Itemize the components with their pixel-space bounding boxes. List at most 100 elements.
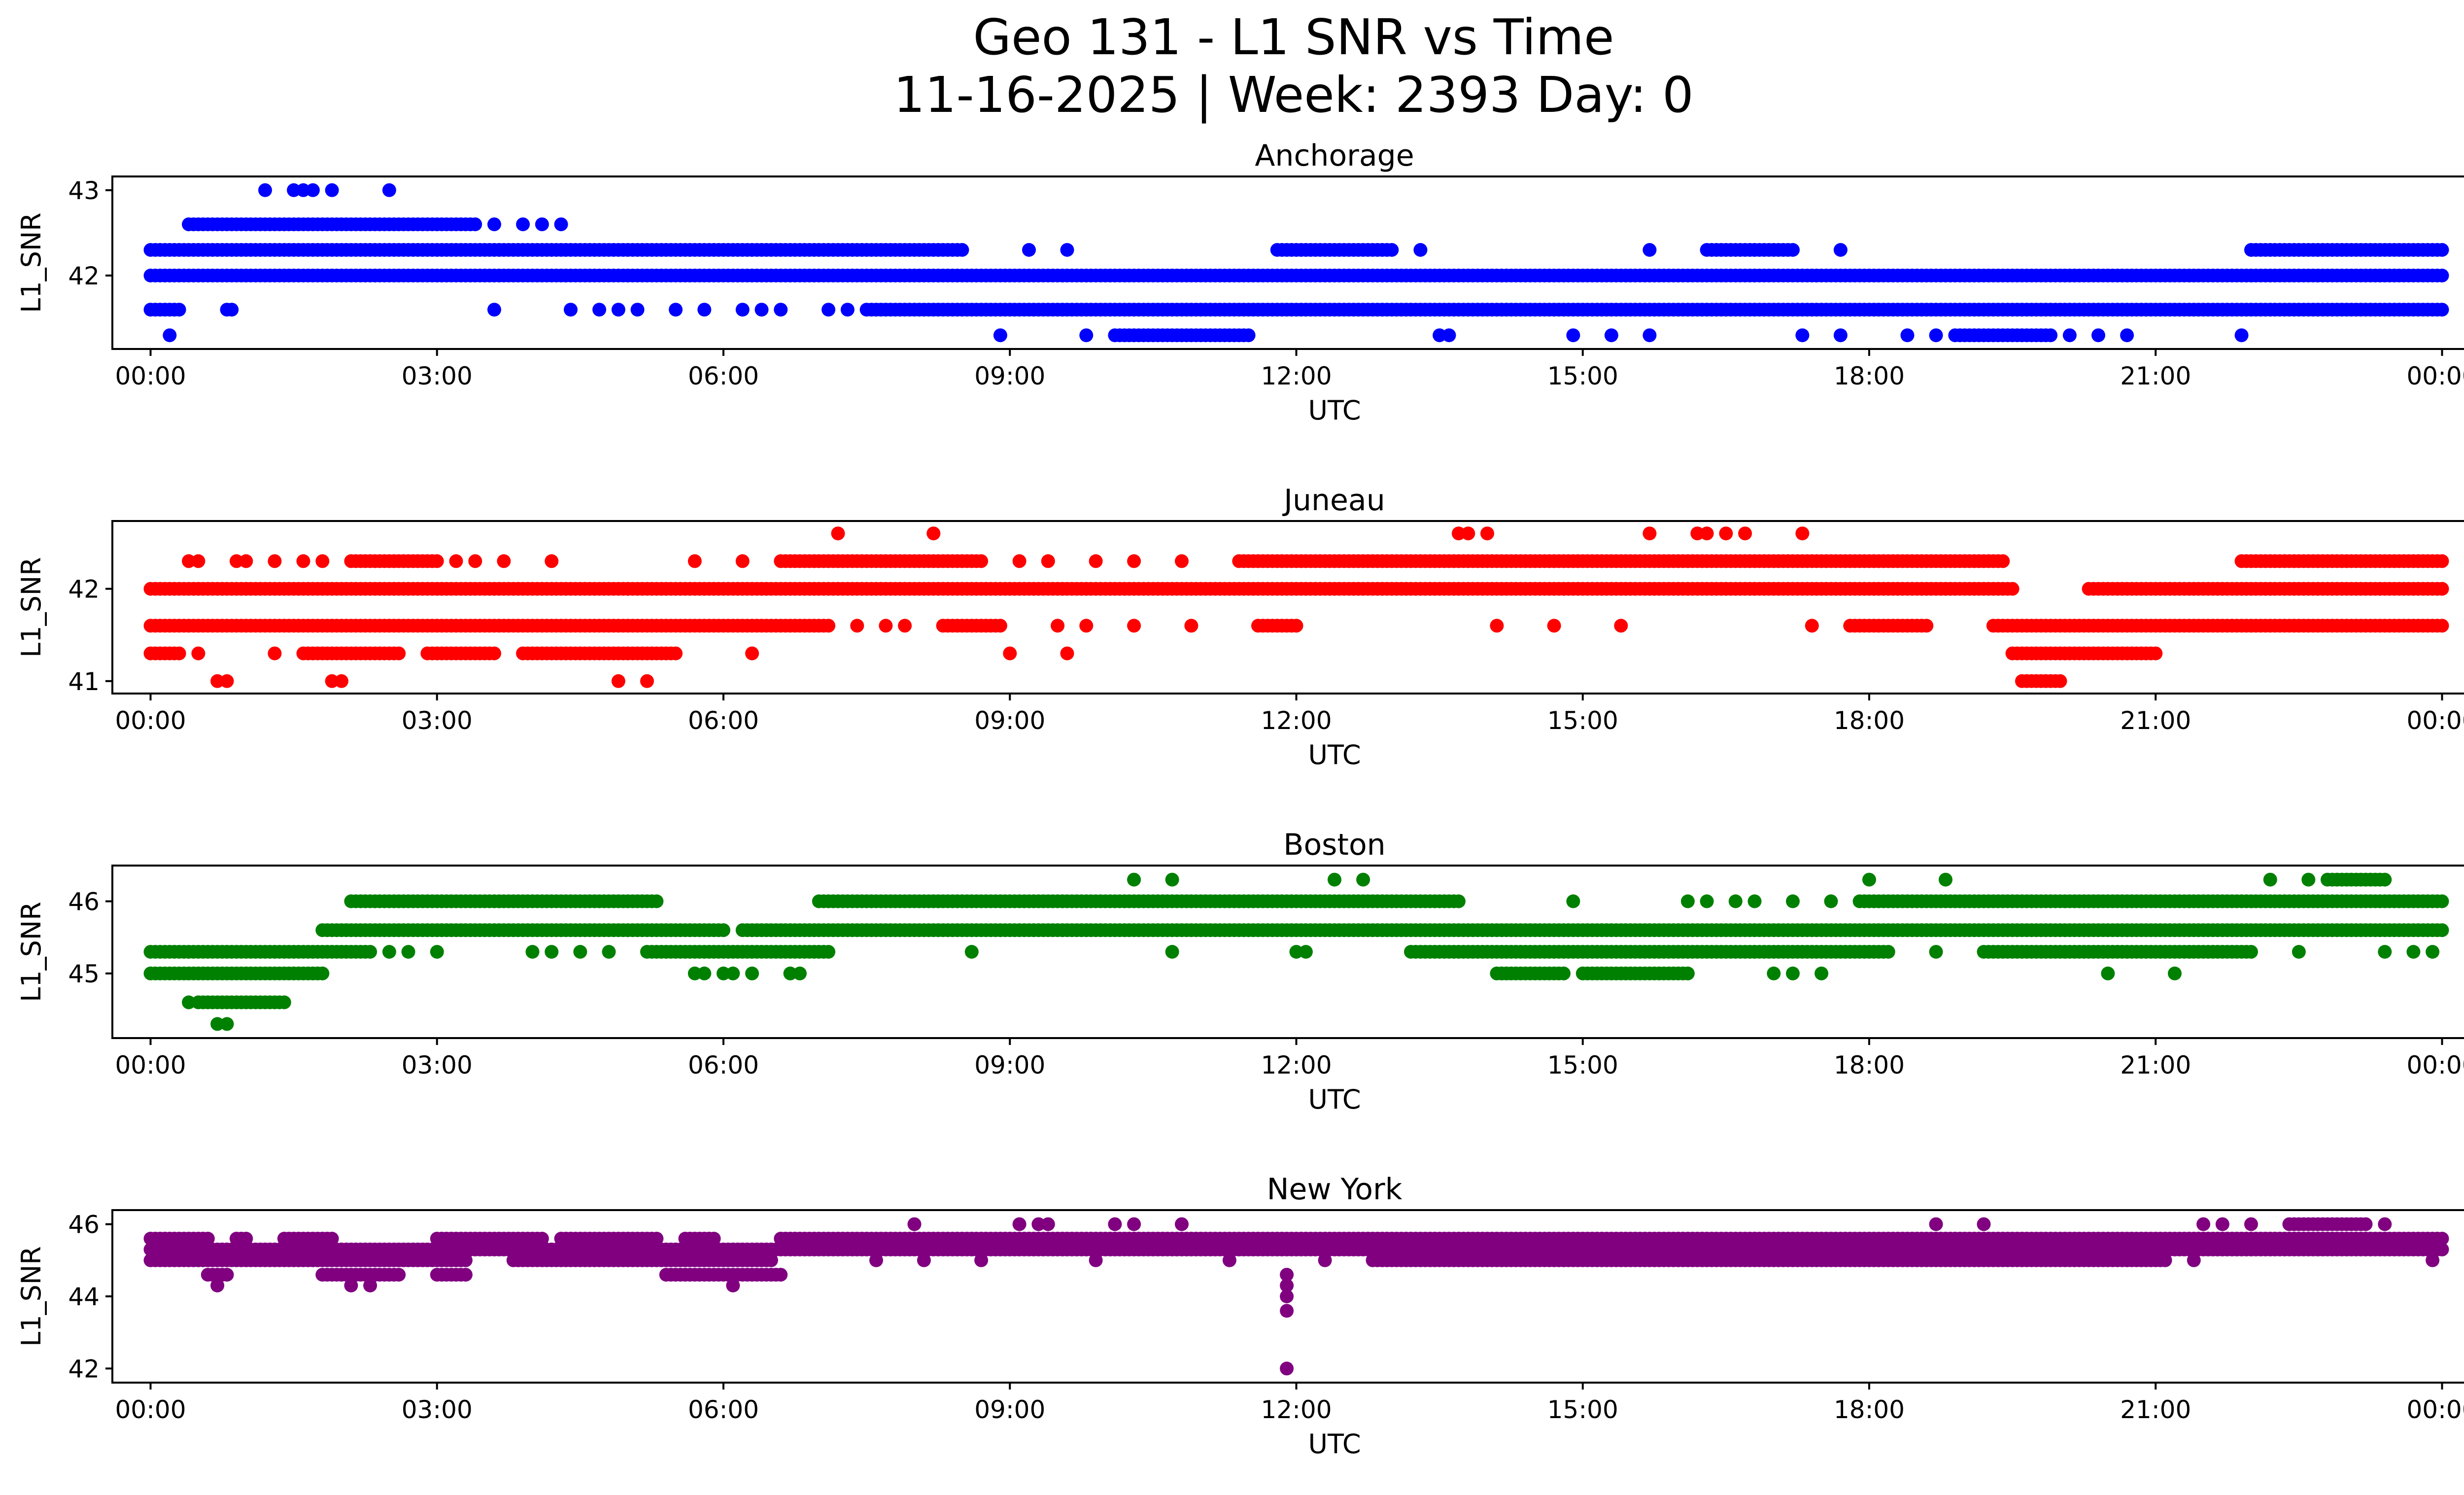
data-point <box>630 303 645 317</box>
data-point <box>1127 554 1141 568</box>
data-point <box>2244 945 2258 959</box>
data-point <box>296 183 310 197</box>
x-tick-label: 21:00 <box>2120 1051 2191 1079</box>
data-point <box>687 554 702 568</box>
data-point <box>2244 1217 2258 1231</box>
data-point <box>840 303 855 317</box>
data-point <box>430 945 444 959</box>
data-point <box>1490 619 1504 633</box>
x-tick-label: 09:00 <box>974 1395 1045 1424</box>
panel-title: New York <box>1267 1172 1403 1207</box>
panel-title: Boston <box>1283 828 1385 862</box>
data-point <box>2378 1217 2392 1231</box>
data-point <box>296 554 310 568</box>
data-point <box>1643 328 1657 343</box>
data-point <box>1280 1279 1294 1292</box>
x-tick-label: 09:00 <box>974 706 1045 735</box>
data-point <box>516 217 530 232</box>
data-point <box>239 1231 253 1246</box>
data-point <box>1241 328 1256 343</box>
data-point <box>1805 619 1819 633</box>
data-point <box>1929 328 1943 343</box>
data-point <box>745 966 759 980</box>
data-point <box>2091 328 2105 343</box>
scatter-series <box>143 526 2449 688</box>
data-point <box>602 945 616 959</box>
scatter-series <box>143 183 2449 343</box>
data-point <box>2044 328 2058 343</box>
data-point <box>1795 526 1810 541</box>
data-point <box>220 1017 234 1031</box>
x-tick-label: 18:00 <box>1834 362 1905 390</box>
data-point <box>2435 619 2449 633</box>
data-point <box>1184 619 1198 633</box>
x-tick-label: 06:00 <box>688 706 759 735</box>
data-point <box>220 1268 234 1282</box>
data-point <box>1060 243 1074 257</box>
data-point <box>1280 1268 1294 1282</box>
data-point <box>1280 1361 1294 1376</box>
data-point <box>1413 243 1428 257</box>
x-tick-label: 18:00 <box>1834 1395 1905 1424</box>
y-tick-label: 45 <box>68 960 100 988</box>
data-point <box>2435 243 2449 257</box>
data-point <box>2149 646 2163 661</box>
data-point <box>468 217 482 232</box>
data-point <box>1700 526 1714 541</box>
axes-frame <box>111 175 2464 350</box>
x-tick-label: 15:00 <box>1547 362 1618 390</box>
x-tick-label: 00:00 <box>115 1051 186 1079</box>
x-tick-label: 06:00 <box>688 1395 759 1424</box>
data-point <box>1127 872 1141 887</box>
data-point <box>1060 646 1074 661</box>
data-point <box>774 1268 788 1282</box>
y-tick-label: 42 <box>68 1355 100 1383</box>
data-point <box>1862 872 1876 887</box>
data-point <box>182 554 196 568</box>
scatter-series <box>143 872 2449 1031</box>
data-point <box>2426 1253 2440 1267</box>
data-point <box>315 554 330 568</box>
data-point <box>1566 328 1580 343</box>
x-tick-label: 00:00 <box>2406 706 2464 735</box>
data-point <box>1719 526 1733 541</box>
data-point <box>1786 894 1800 908</box>
data-point <box>1557 966 1571 980</box>
y-tick-label: 46 <box>68 888 100 916</box>
data-point <box>1939 872 1952 887</box>
data-point <box>1919 619 1934 633</box>
figure-title-line-1: Geo 131 - L1 SNR vs Time <box>973 8 1614 66</box>
figure-title-line-2: 11-16-2025 | Week: 2393 Day: 0 <box>893 66 1693 124</box>
data-point <box>717 923 730 938</box>
data-point <box>1451 894 1466 908</box>
data-point <box>1900 328 1915 343</box>
data-point <box>1929 945 1943 959</box>
data-point <box>2292 945 2306 959</box>
scatter-series <box>143 1217 2449 1376</box>
panel-title: Juneau <box>1282 483 1385 518</box>
data-point <box>2435 269 2449 282</box>
data-point <box>2378 945 2392 959</box>
data-point <box>210 1279 225 1292</box>
data-point <box>717 966 730 980</box>
data-point <box>2168 966 2182 980</box>
y-tick-label: 44 <box>68 1283 100 1311</box>
data-point <box>2435 894 2449 908</box>
x-tick-label: 06:00 <box>688 362 759 390</box>
x-tick-label: 18:00 <box>1834 1051 1905 1079</box>
data-point <box>592 303 607 317</box>
data-point <box>191 554 205 568</box>
data-point <box>258 183 272 197</box>
data-point <box>182 995 196 1009</box>
data-point <box>2263 872 2277 887</box>
data-point <box>1079 619 1094 633</box>
data-point <box>2101 966 2115 980</box>
data-point <box>2062 328 2077 343</box>
data-point <box>1929 1217 1943 1231</box>
y-tick-label: 41 <box>68 667 100 696</box>
data-point <box>545 554 559 568</box>
x-tick-label: 12:00 <box>1261 1395 1332 1424</box>
